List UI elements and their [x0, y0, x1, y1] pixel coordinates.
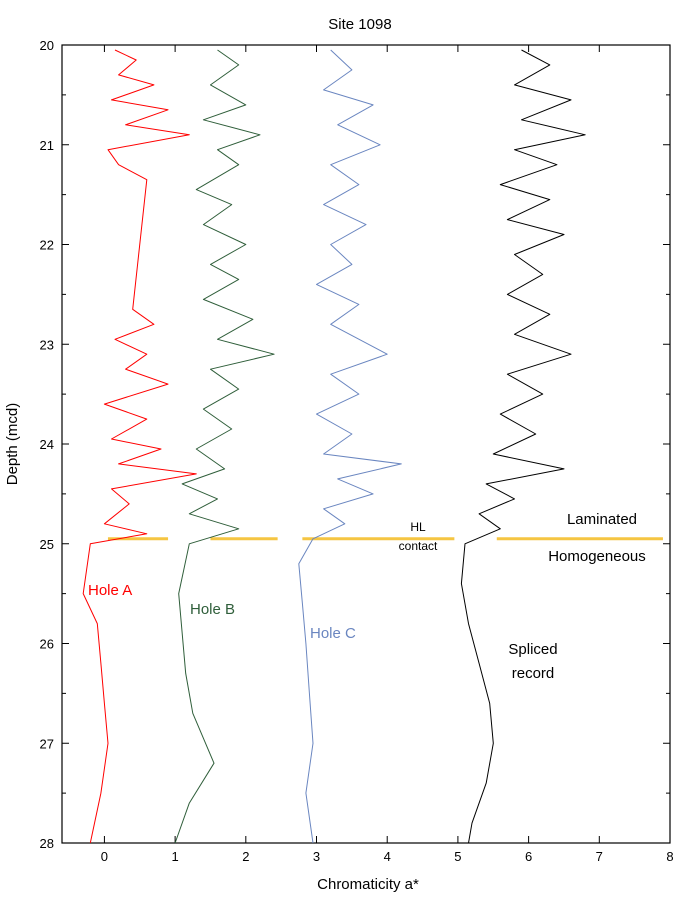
x-tick-label: 1 — [171, 849, 178, 864]
y-tick-label: 26 — [40, 637, 54, 652]
y-tick-label: 28 — [40, 836, 54, 851]
y-tick-label: 24 — [40, 437, 54, 452]
x-tick-label: 5 — [454, 849, 461, 864]
y-tick-label: 22 — [40, 238, 54, 253]
label-record: record — [512, 665, 555, 682]
y-tick-label: 20 — [40, 38, 54, 53]
label-hole-c: Hole C — [310, 625, 356, 642]
x-tick-label: 0 — [101, 849, 108, 864]
plot-frame — [61, 44, 671, 844]
y-tick-label: 21 — [40, 138, 54, 153]
series-line-spliced-record — [460, 49, 586, 844]
y-tick-label: 25 — [40, 537, 54, 552]
x-tick-label: 3 — [313, 849, 320, 864]
x-tick-label: 8 — [666, 849, 673, 864]
label-hole-b: Hole B — [190, 601, 235, 618]
x-tick-label: 6 — [525, 849, 532, 864]
annotation-layer: Hole A Hole B Hole C Spliced record HL c… — [88, 511, 646, 682]
y-tick-label: 27 — [40, 736, 54, 751]
x-tick-label: 4 — [384, 849, 391, 864]
label-hl: HL — [410, 520, 426, 534]
series-line-hole-c — [298, 49, 402, 844]
series-layer — [82, 49, 586, 844]
y-axis-title: Depth (mcd) — [4, 403, 21, 486]
x-axis-title: Chromaticity a* — [317, 876, 419, 893]
label-spliced: Spliced — [508, 641, 557, 658]
x-tick-label: 2 — [242, 849, 249, 864]
label-hole-a: Hole A — [88, 582, 132, 599]
chart-title: Site 1098 — [328, 16, 391, 33]
label-homogeneous: Homogeneous — [548, 548, 646, 565]
label-contact: contact — [399, 539, 438, 553]
x-tick-label: 7 — [596, 849, 603, 864]
series-line-hole-a — [82, 49, 197, 844]
y-tick-label: 23 — [40, 337, 54, 352]
label-laminated: Laminated — [567, 511, 637, 528]
series-line-hole-b — [174, 49, 275, 844]
